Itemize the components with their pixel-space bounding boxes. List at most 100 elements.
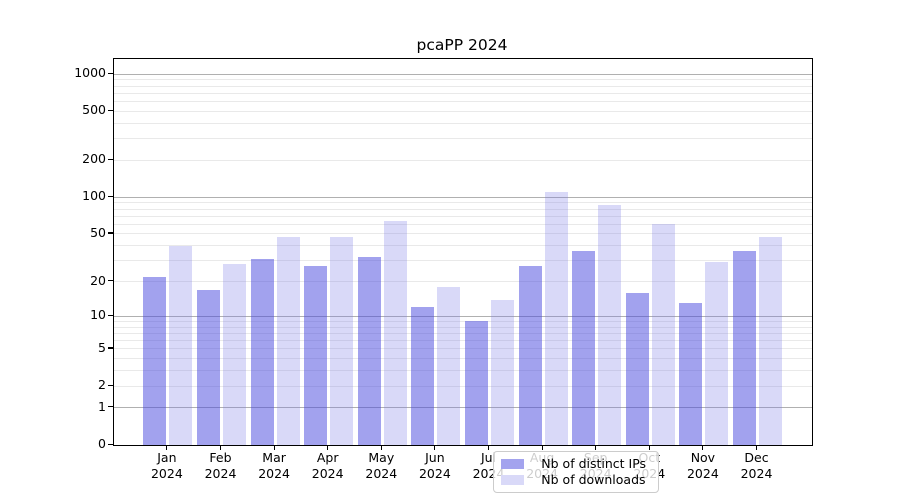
x-tick-label-may: May 2024 [365, 450, 398, 481]
gridline-minor-5 [114, 348, 813, 350]
y-tick-label-5: 5 [98, 339, 106, 355]
y-tick-label-1: 1 [98, 398, 106, 414]
y-tick-1000 [108, 72, 114, 74]
gridline-major-1000 [114, 73, 813, 75]
gridline-minor-9 [114, 320, 813, 322]
gridline-minor-300 [114, 138, 813, 140]
gridline-major-10 [114, 315, 813, 317]
bar-downloads-oct [651, 224, 675, 445]
legend-item-downloads: Nb of downloads [501, 472, 650, 488]
bar-distinct-ips-nov [679, 303, 703, 445]
x-tick-may [380, 445, 382, 450]
gridline-minor-2 [114, 385, 813, 387]
bar-downloads-dec [758, 237, 782, 445]
x-tick-label-feb: Feb 2024 [204, 450, 237, 481]
gridline-minor-700 [114, 92, 813, 94]
bar-downloads-may [383, 220, 407, 445]
legend-label-downloads: Nb of downloads [541, 472, 646, 488]
y-tick-label-2: 2 [98, 377, 106, 393]
x-tick-label-jun: Jun 2024 [418, 450, 451, 481]
legend-label-distinct-ips: Nb of distinct IPs [541, 456, 647, 472]
legend-item-distinct-ips: Nb of distinct IPs [501, 456, 650, 472]
bar-distinct-ips-mar [250, 258, 274, 445]
y-tick-5 [108, 347, 114, 349]
bar-distinct-ips-sep [572, 251, 596, 445]
gridline-minor-600 [114, 101, 813, 103]
bar-downloads-jun [437, 286, 461, 445]
x-tick-feb [219, 445, 222, 450]
y-tick-2 [108, 384, 114, 386]
bar-downloads-aug [544, 192, 568, 445]
bar-downloads-nov [705, 262, 729, 445]
gridline-minor-500 [114, 110, 813, 112]
gridline-minor-6 [114, 340, 813, 342]
x-tick-label-nov: Nov 2024 [686, 450, 719, 481]
gridline-minor-7 [114, 332, 813, 334]
y-tick-label-0: 0 [98, 436, 106, 451]
x-tick-label-apr: Apr 2024 [311, 450, 344, 481]
gridline-minor-30 [114, 260, 813, 262]
gridline-minor-200 [114, 159, 813, 161]
x-tick-label-dec: Dec 2024 [740, 450, 773, 481]
y-tick-10 [108, 314, 114, 316]
bar-distinct-ips-jun [411, 307, 435, 445]
bar-distinct-ips-jul [464, 321, 488, 445]
x-tick-label-jan: Jan 2024 [150, 450, 183, 481]
gridline-major-100 [114, 196, 813, 198]
x-tick-dec [755, 445, 758, 450]
y-tick-label-100: 100 [82, 188, 106, 204]
y-tick-label-50: 50 [90, 224, 106, 240]
x-tick-mar [273, 445, 275, 450]
bar-downloads-jul [490, 299, 514, 445]
y-tick-100 [108, 195, 114, 197]
bar-distinct-ips-feb [196, 289, 220, 445]
gridline-minor-20 [114, 281, 813, 283]
bar-downloads-feb [222, 264, 246, 445]
bar-distinct-ips-jan [143, 276, 167, 445]
gridline-minor-50 [114, 233, 813, 235]
x-tick-aug [541, 445, 543, 450]
legend-swatch-downloads-icon [501, 475, 525, 486]
y-tick-200 [108, 158, 114, 161]
legend-swatch-distinct-ips-icon [501, 459, 525, 470]
gridline-minor-8 [114, 326, 813, 328]
y-tick-label-1000: 1000 [74, 65, 106, 81]
legend: Nb of distinct IPs Nb of downloads [493, 451, 660, 494]
x-tick-jun [434, 445, 436, 450]
gridline-minor-3 [114, 370, 813, 372]
x-tick-apr [327, 445, 329, 450]
bar-downloads-apr [330, 237, 354, 445]
y-tick-label-10: 10 [90, 307, 106, 323]
gridline-minor-800 [114, 85, 813, 87]
y-tick-0 [108, 443, 114, 445]
y-tick-50 [108, 232, 114, 234]
gridline-major-1 [114, 407, 813, 409]
x-tick-nov [702, 445, 704, 450]
y-tick-label-20: 20 [90, 272, 106, 288]
bar-distinct-ips-may [357, 257, 381, 445]
y-tick-label-200: 200 [82, 151, 106, 167]
gridline-minor-80 [114, 208, 813, 210]
y-tick-20 [108, 280, 114, 282]
bar-distinct-ips-dec [732, 251, 756, 445]
x-tick-label-mar: Mar 2024 [258, 450, 290, 481]
gridline-minor-900 [114, 79, 813, 81]
y-tick-500 [108, 109, 114, 112]
gridline-minor-90 [114, 202, 813, 204]
gridline-minor-400 [114, 122, 813, 124]
gridline-minor-4 [114, 358, 813, 360]
x-tick-oct [648, 445, 650, 450]
x-tick-sep [595, 445, 597, 450]
bar-downloads-mar [276, 237, 300, 445]
bar-distinct-ips-oct [625, 292, 649, 445]
gridline-minor-60 [114, 223, 813, 225]
bar-downloads-jan [169, 245, 193, 445]
gridline-minor-40 [114, 245, 813, 247]
bar-downloads-sep [598, 204, 622, 445]
y-tick-label-500: 500 [82, 102, 106, 118]
plot-area: Nb of distinct IPs Nb of downloads [113, 58, 814, 494]
y-tick-1 [108, 406, 114, 408]
bar-distinct-ips-apr [304, 266, 328, 445]
chart-title: pcaPP 2024 [416, 36, 508, 54]
